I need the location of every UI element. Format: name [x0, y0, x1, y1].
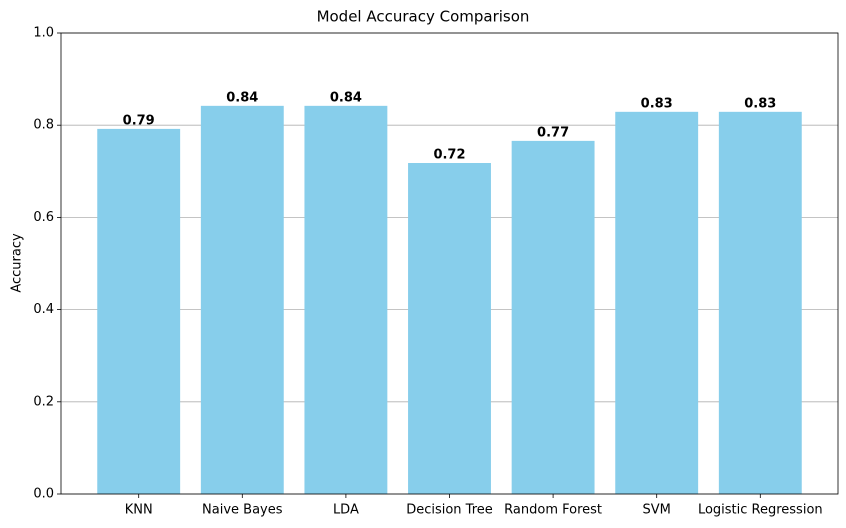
x-tick-label: SVM	[643, 503, 671, 518]
y-tick-label: 0.2	[33, 394, 54, 409]
x-tick-label: LDA	[333, 503, 359, 518]
y-tick-label: 1.0	[33, 26, 54, 41]
y-tick-label: 0.8	[33, 118, 54, 133]
bar	[718, 111, 802, 495]
x-tick-label: Random Forest	[504, 503, 602, 518]
y-axis-label: Accuracy	[10, 233, 25, 293]
x-tick-label: Logistic Regression	[698, 503, 823, 518]
x-tick-label: KNN	[125, 503, 153, 518]
bar	[615, 111, 699, 495]
value-label: 0.72	[433, 148, 465, 163]
value-label: 0.79	[123, 113, 155, 128]
value-label: 0.84	[330, 90, 362, 105]
bar	[97, 128, 181, 494]
bar	[408, 163, 491, 494]
bar	[304, 105, 388, 494]
y-tick-label: 0.4	[33, 302, 54, 317]
value-label: 0.83	[641, 96, 673, 111]
value-label: 0.84	[226, 90, 258, 105]
plot-frame	[60, 32, 839, 495]
value-label: 0.83	[744, 96, 776, 111]
bar	[200, 105, 284, 494]
y-tick-label: 0.6	[33, 210, 54, 225]
x-tick-label: Decision Tree	[406, 503, 493, 518]
value-label: 0.77	[537, 125, 569, 140]
chart-title: Model Accuracy Comparison	[317, 8, 530, 26]
y-tick-label: 0.0	[33, 487, 54, 502]
bar	[511, 140, 595, 494]
x-tick-label: Naive Bayes	[202, 503, 283, 518]
